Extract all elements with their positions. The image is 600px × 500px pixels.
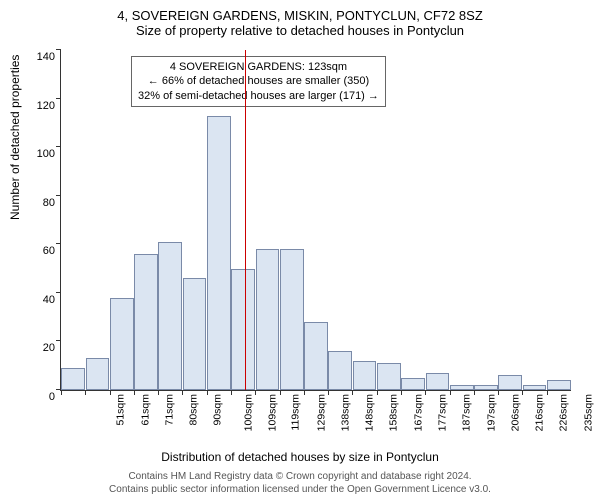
histogram-bar: [328, 351, 352, 390]
histogram-bar: [231, 269, 255, 390]
x-tick-mark: [134, 390, 135, 395]
x-tick-mark: [280, 390, 281, 395]
x-tick-label: 167sqm: [412, 394, 424, 431]
x-tick-label: 187sqm: [461, 394, 473, 431]
y-tick-mark: [56, 49, 61, 50]
histogram-bar: [61, 368, 85, 390]
histogram-bar: [207, 116, 231, 390]
x-tick-label: 71sqm: [163, 394, 175, 426]
histogram-bar: [353, 361, 377, 390]
x-tick-label: 109sqm: [266, 394, 278, 431]
histogram-bar: [256, 249, 280, 390]
x-tick-label: 177sqm: [436, 394, 448, 431]
y-tick-label: 120: [25, 100, 61, 112]
histogram-bar: [450, 385, 474, 390]
histogram-bar: [110, 298, 134, 390]
x-tick-label: 158sqm: [388, 394, 400, 431]
x-tick-label: 90sqm: [212, 394, 224, 426]
x-tick-label: 206sqm: [509, 394, 521, 431]
histogram-bar: [86, 358, 110, 390]
histogram-bar: [183, 278, 207, 390]
x-tick-mark: [182, 390, 183, 395]
x-tick-label: 138sqm: [339, 394, 351, 431]
x-tick-label: 235sqm: [582, 394, 594, 431]
footer-line2: Contains public sector information licen…: [0, 484, 600, 497]
y-tick-mark: [56, 243, 61, 244]
chart-subtitle: Size of property relative to detached ho…: [0, 23, 600, 42]
histogram-bar: [401, 378, 425, 390]
annotation-line2: ← 66% of detached houses are smaller (35…: [138, 74, 379, 88]
x-tick-label: 80sqm: [188, 394, 200, 426]
x-tick-mark: [522, 390, 523, 395]
histogram-bar: [158, 242, 182, 390]
chart-title: 4, SOVEREIGN GARDENS, MISKIN, PONTYCLUN,…: [0, 0, 600, 23]
histogram-bar: [304, 322, 328, 390]
plot-area: 4 SOVEREIGN GARDENS: 123sqm ← 66% of det…: [60, 50, 571, 391]
y-axis-label: Number of detached properties: [8, 55, 22, 220]
x-tick-mark: [425, 390, 426, 395]
x-tick-label: 197sqm: [485, 394, 497, 431]
x-tick-mark: [158, 390, 159, 395]
x-tick-mark: [450, 390, 451, 395]
annotation-line3: 32% of semi-detached houses are larger (…: [138, 89, 379, 103]
histogram-bar: [498, 375, 522, 390]
x-tick-label: 226sqm: [558, 394, 570, 431]
x-tick-label: 119sqm: [290, 394, 302, 431]
y-tick-label: 60: [25, 245, 61, 257]
annotation-box: 4 SOVEREIGN GARDENS: 123sqm ← 66% of det…: [131, 56, 386, 107]
y-tick-label: 100: [25, 148, 61, 160]
property-marker-line: [245, 50, 246, 390]
x-tick-mark: [377, 390, 378, 395]
chart-container: 4, SOVEREIGN GARDENS, MISKIN, PONTYCLUN,…: [0, 0, 600, 500]
histogram-bar: [280, 249, 304, 390]
y-tick-mark: [56, 146, 61, 147]
footer-line1: Contains HM Land Registry data © Crown c…: [0, 471, 600, 484]
x-tick-label: 148sqm: [364, 394, 376, 431]
x-tick-label: 100sqm: [242, 394, 254, 431]
y-tick-label: 0: [25, 391, 61, 403]
x-tick-mark: [255, 390, 256, 395]
x-tick-mark: [547, 390, 548, 395]
y-tick-label: 140: [25, 51, 61, 63]
x-axis-label: Distribution of detached houses by size …: [0, 450, 600, 464]
histogram-bar: [134, 254, 158, 390]
x-tick-mark: [401, 390, 402, 395]
x-tick-mark: [304, 390, 305, 395]
x-tick-label: 61sqm: [139, 394, 151, 426]
x-tick-mark: [85, 390, 86, 395]
y-tick-label: 40: [25, 294, 61, 306]
y-tick-mark: [56, 195, 61, 196]
x-tick-mark: [207, 390, 208, 395]
x-tick-label: 216sqm: [534, 394, 546, 431]
x-tick-mark: [352, 390, 353, 395]
y-tick-label: 20: [25, 342, 61, 354]
x-tick-mark: [61, 390, 62, 395]
x-tick-label: 129sqm: [315, 394, 327, 431]
histogram-bar: [547, 380, 571, 390]
x-tick-mark: [110, 390, 111, 395]
footer-credits: Contains HM Land Registry data © Crown c…: [0, 471, 600, 496]
histogram-bar: [377, 363, 401, 390]
y-tick-mark: [56, 98, 61, 99]
y-tick-mark: [56, 340, 61, 341]
x-tick-mark: [328, 390, 329, 395]
annotation-line1: 4 SOVEREIGN GARDENS: 123sqm: [138, 60, 379, 74]
histogram-bar: [474, 385, 498, 390]
histogram-bar: [523, 385, 547, 390]
y-tick-mark: [56, 292, 61, 293]
x-tick-label: 51sqm: [115, 394, 127, 426]
x-tick-mark: [474, 390, 475, 395]
y-tick-label: 80: [25, 197, 61, 209]
x-tick-mark: [498, 390, 499, 395]
histogram-bar: [426, 373, 450, 390]
x-tick-mark: [231, 390, 232, 395]
